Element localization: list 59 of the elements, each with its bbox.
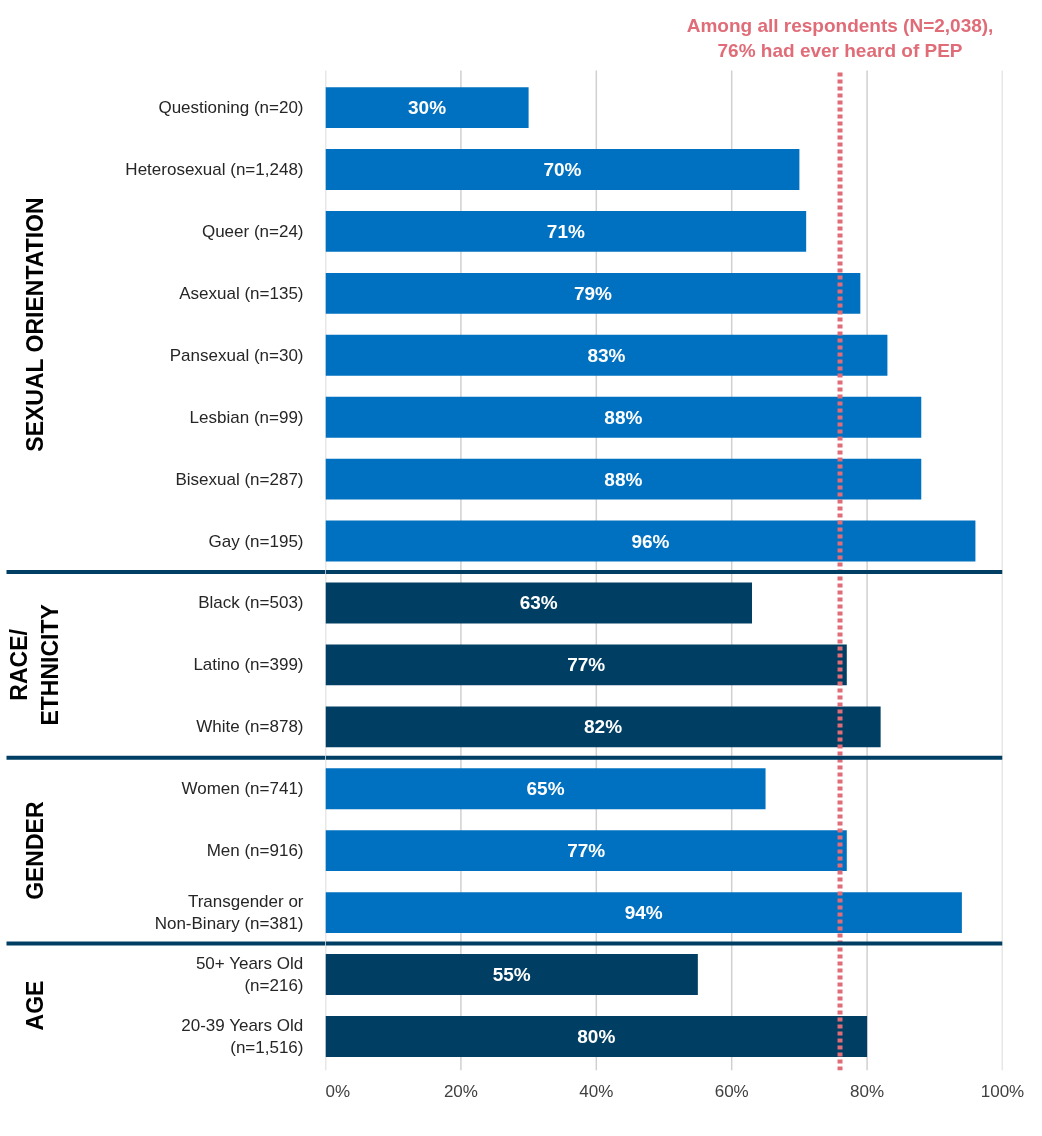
y-tick-label: Black (n=503) bbox=[198, 593, 304, 613]
y-tick-label: Latino (n=399) bbox=[193, 655, 304, 675]
data-label: 71% bbox=[546, 220, 585, 242]
bar bbox=[325, 706, 881, 748]
bar bbox=[325, 149, 800, 190]
y-tick-label: Gay (n=195) bbox=[208, 531, 304, 551]
y-tick-label: Asexual (n=135) bbox=[179, 283, 304, 303]
data-label: 80% bbox=[577, 1025, 616, 1047]
x-tick-label: 40% bbox=[579, 1081, 614, 1101]
y-tick-label: Men (n=916) bbox=[206, 841, 304, 861]
bar bbox=[325, 830, 847, 872]
y-tick-label: White (n=878) bbox=[196, 717, 304, 737]
bar bbox=[325, 396, 922, 438]
bar bbox=[325, 272, 861, 314]
y-tick-label: Questioning (n=20) bbox=[158, 98, 304, 118]
x-tick-label: 100% bbox=[980, 1081, 1025, 1101]
y-tick-label: Pansexual (n=30) bbox=[169, 345, 304, 365]
y-tick-label: Queer (n=24) bbox=[201, 221, 304, 241]
ref-line-label: Among all respondents (N=2,038), 76% had ever heard of PEP bbox=[686, 14, 994, 62]
bar bbox=[325, 334, 888, 376]
bar bbox=[325, 520, 976, 562]
bar bbox=[325, 954, 698, 995]
text: RACE/ ETHNICITY bbox=[5, 604, 64, 726]
data-label: 88% bbox=[604, 468, 643, 490]
bar bbox=[325, 582, 753, 624]
y-tick-label: Bisexual (n=287) bbox=[175, 469, 304, 489]
x-tick-label: 20% bbox=[443, 1081, 478, 1101]
data-label: 77% bbox=[567, 654, 606, 676]
data-label: 83% bbox=[587, 344, 626, 366]
x-tick-label: 0% bbox=[325, 1081, 351, 1101]
y-tick-label: Transgender or Non-Binary (n=381) bbox=[154, 891, 304, 934]
x-tick-label: 60% bbox=[714, 1081, 749, 1101]
y-tick-label: Heterosexual (n=1,248) bbox=[125, 160, 304, 179]
bar bbox=[325, 768, 766, 810]
data-label: 63% bbox=[519, 592, 558, 614]
bar bbox=[325, 210, 807, 252]
data-label: 65% bbox=[526, 778, 565, 800]
text: AGE bbox=[21, 980, 48, 1031]
bar bbox=[325, 87, 529, 129]
data-label: 96% bbox=[631, 530, 670, 552]
data-label: 70% bbox=[543, 159, 582, 180]
data-label: 79% bbox=[573, 282, 613, 304]
bar bbox=[325, 644, 847, 686]
text: GENDER bbox=[21, 801, 48, 900]
y-tick-label: Women (n=741) bbox=[181, 779, 304, 799]
data-label: 77% bbox=[567, 840, 606, 862]
x-tick-label: 80% bbox=[850, 1081, 885, 1101]
bar bbox=[325, 458, 922, 500]
data-label: 88% bbox=[604, 406, 643, 428]
bar bbox=[325, 892, 962, 934]
y-tick-label: Lesbian (n=99) bbox=[189, 407, 304, 427]
data-label: 82% bbox=[584, 716, 623, 738]
data-label: 30% bbox=[408, 97, 447, 119]
text: SEXUAL ORIENTATION bbox=[21, 197, 48, 452]
data-label: 55% bbox=[492, 964, 531, 986]
y-tick-label: 50+ Years Old (n=216) bbox=[195, 953, 304, 996]
bar bbox=[325, 1016, 868, 1057]
y-tick-label: 20-39 Years Old (n=1,516) bbox=[181, 1015, 304, 1058]
data-label: 94% bbox=[624, 902, 663, 924]
